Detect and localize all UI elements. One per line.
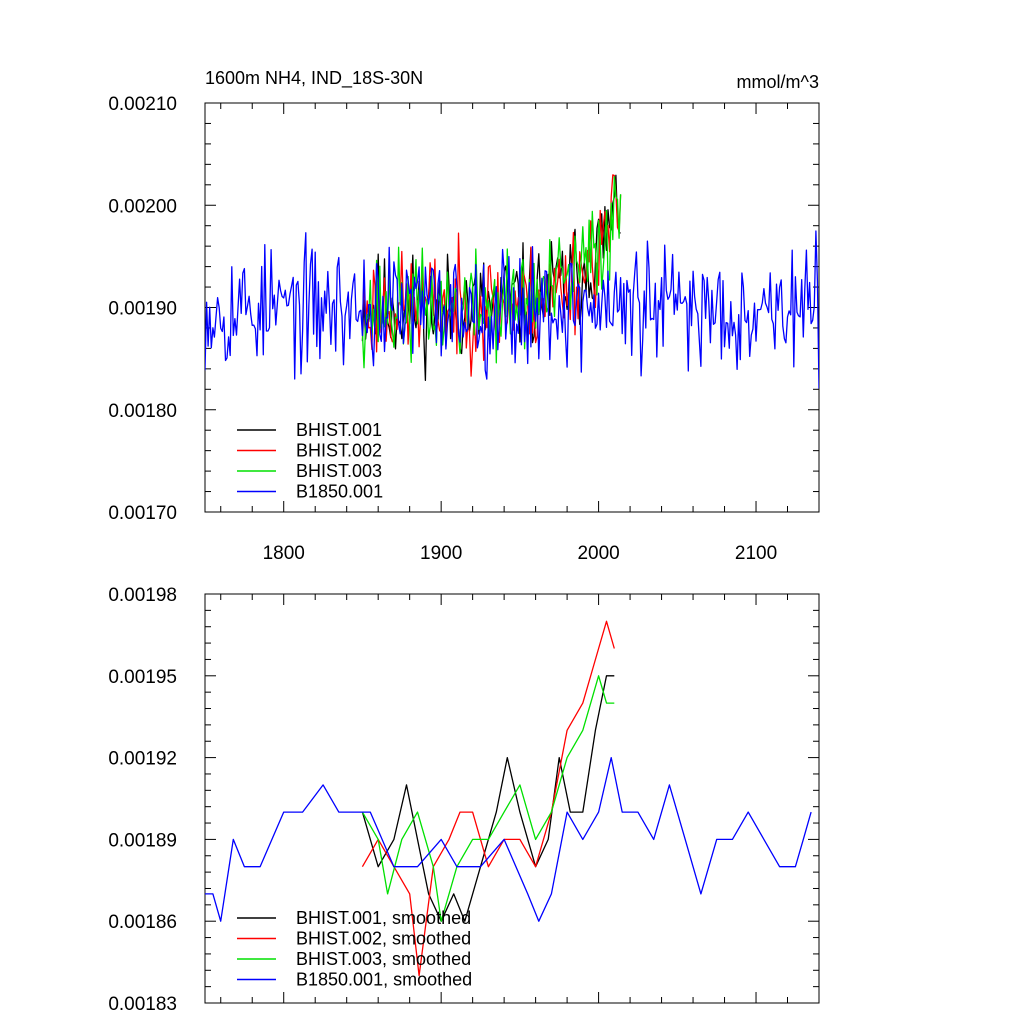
x-tick-label: 1800 — [263, 543, 305, 564]
y-tick-label: 0.00210 — [108, 94, 177, 115]
panel-2: 0.00183 0.00186 0.00189 0.00192 0.00195 0.001… — [108, 585, 820, 1015]
units-label: mmol/m^3 — [737, 72, 819, 92]
series-line-bhist-003-smoothed — [361, 675, 615, 922]
y-tick-label: 0.00170 — [108, 503, 177, 524]
y-tick-label: 0.00200 — [108, 196, 177, 217]
x-tick-label: 2000 — [577, 543, 619, 564]
legend-label: B1850.001, smoothed — [296, 970, 472, 990]
chart-title: 1600m NH4, IND_18S-30N — [205, 68, 423, 89]
y-tick-label: 0.00190 — [108, 299, 177, 320]
legend-label: BHIST.003 — [296, 461, 382, 481]
y-tick-label: 0.00192 — [108, 749, 177, 770]
y-tick-label: 0.00183 — [108, 994, 177, 1015]
x-tick-label: 2100 — [735, 543, 777, 564]
legend-label: BHIST.001 — [296, 420, 382, 440]
legend-label: BHIST.002, smoothed — [296, 929, 471, 949]
series-line-b1850-001 — [205, 230, 819, 389]
plot-frame — [204, 593, 820, 1004]
series-group — [205, 620, 812, 977]
legend-label: BHIST.002 — [296, 441, 382, 461]
legend-label: BHIST.003, smoothed — [296, 949, 471, 969]
panel-1: 0.00170 0.00180 0.00190 0.00200 0.00210 1800 1… — [108, 68, 820, 564]
y-tick-label: 0.00180 — [108, 401, 177, 422]
series-line-bhist-001-smoothed — [361, 675, 615, 922]
series-line-bhist-002-smoothed — [361, 620, 615, 977]
y-tick-label: 0.00189 — [108, 830, 177, 851]
legend-label: BHIST.001, smoothed — [296, 908, 471, 928]
y-tick-label: 0.00195 — [108, 667, 177, 688]
series-line-b1850-001-smoothed — [205, 756, 812, 922]
legend-label: B1850.001 — [296, 482, 383, 502]
y-tick-label: 0.00198 — [108, 585, 177, 606]
x-tick-label: 1900 — [420, 543, 462, 564]
series-group — [205, 174, 819, 389]
y-tick-label: 0.00186 — [108, 912, 177, 933]
